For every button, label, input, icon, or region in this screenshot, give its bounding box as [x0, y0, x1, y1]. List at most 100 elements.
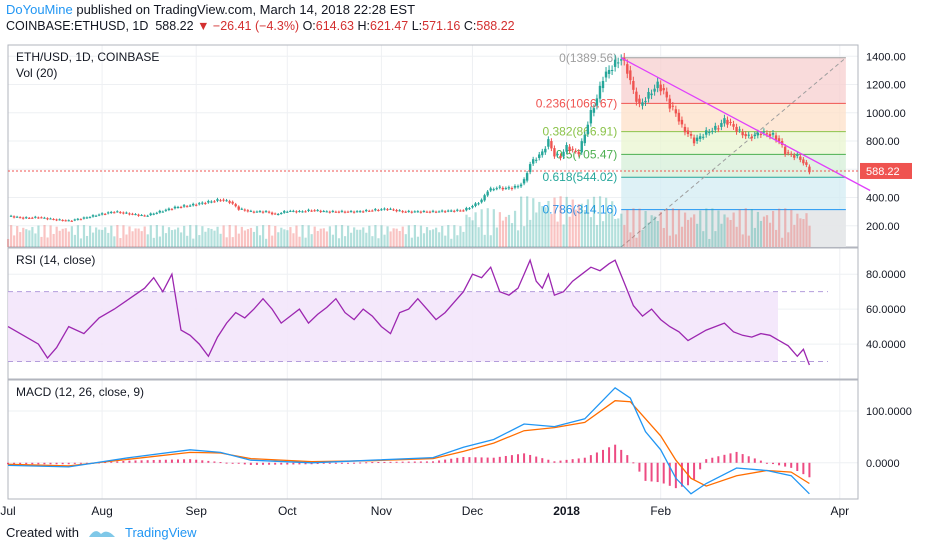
- macd-histogram-bar: [67, 462, 70, 465]
- open-label: O:: [302, 19, 316, 33]
- high-label: H:: [357, 19, 371, 33]
- volume-bar: [158, 236, 161, 247]
- volume-bar: [280, 227, 283, 247]
- macd-histogram-bar: [656, 462, 659, 483]
- candle-body: [489, 188, 492, 191]
- volume-bar: [510, 223, 514, 247]
- volume-bar: [428, 230, 432, 247]
- candle-body: [610, 69, 614, 71]
- volume-bar: [343, 236, 347, 247]
- candle-body: [799, 156, 802, 160]
- macd-histogram-bar: [729, 453, 732, 463]
- volume-bar: [328, 226, 331, 247]
- fib-zone: [621, 209, 846, 247]
- volume-bar: [31, 226, 34, 247]
- volume-bar: [562, 224, 565, 247]
- x-tick-label: Jul: [0, 504, 15, 518]
- candle-body: [292, 210, 295, 212]
- macd-histogram-bar: [110, 461, 113, 463]
- y-tick-label: 400.00: [866, 193, 900, 205]
- candle-body: [67, 220, 70, 222]
- volume-bar: [532, 198, 535, 247]
- candle-body: [380, 209, 383, 211]
- volume-bar: [177, 227, 180, 247]
- volume-bar: [517, 230, 520, 247]
- volume-bar: [13, 235, 16, 247]
- macd-histogram-bar: [262, 462, 264, 465]
- candle-body: [535, 159, 538, 161]
- candle-body: [723, 118, 726, 124]
- macd-histogram-bar: [298, 462, 301, 465]
- candle-body: [756, 132, 760, 136]
- volume-bar: [404, 234, 407, 247]
- volume-bar: [474, 212, 477, 247]
- author-link[interactable]: DoYouMine: [6, 2, 73, 17]
- volume-bar: [189, 225, 192, 247]
- candle-body: [607, 69, 611, 74]
- candle-body: [717, 128, 720, 130]
- candle-body: [513, 185, 517, 188]
- candle-body: [374, 209, 377, 211]
- macd-histogram-bar: [213, 461, 216, 463]
- candle-body: [340, 210, 344, 212]
- volume-bar: [498, 212, 501, 247]
- macd-histogram-bar: [444, 459, 447, 463]
- candle-body: [255, 211, 259, 213]
- volume-bar: [438, 232, 441, 247]
- candle-body: [510, 188, 514, 190]
- volume-bar: [729, 219, 732, 247]
- candle-body: [179, 207, 183, 209]
- candle-body: [786, 152, 790, 154]
- macd-histogram-bar: [389, 461, 392, 463]
- fib-zone: [621, 154, 846, 178]
- candle-body: [765, 133, 769, 135]
- volume-bar: [350, 232, 353, 247]
- candle-body: [620, 59, 623, 61]
- macd-histogram-bar: [705, 459, 708, 463]
- candle-body: [234, 204, 237, 207]
- candle-body: [680, 119, 684, 125]
- volume-bar: [107, 232, 110, 247]
- candle-body: [562, 151, 565, 157]
- volume-bar: [614, 218, 617, 247]
- volume-bar: [523, 226, 526, 247]
- macd-histogram-bar: [170, 459, 173, 463]
- volume-bar: [486, 208, 489, 247]
- candle-body: [173, 206, 177, 209]
- candle-body: [116, 211, 119, 213]
- macd-histogram-bar: [359, 462, 362, 464]
- volume-bar: [796, 213, 799, 247]
- volume-bar: [553, 197, 556, 247]
- candle-body: [386, 209, 389, 211]
- macd-histogram-bar: [128, 460, 131, 463]
- candle-body: [243, 209, 246, 211]
- candle-body: [155, 212, 158, 214]
- macd-histogram-bar: [31, 462, 34, 465]
- candle-body: [140, 215, 143, 217]
- volume-bar: [495, 227, 498, 247]
- rsi-line: [7, 258, 811, 366]
- candle-body: [565, 145, 568, 152]
- volume-bar: [501, 220, 505, 247]
- candle-body: [774, 135, 778, 140]
- volume-bar: [683, 212, 687, 247]
- volume-bar: [668, 235, 671, 247]
- candle-body: [161, 211, 165, 213]
- tradingview-link[interactable]: TradingView: [124, 525, 197, 540]
- macd-histogram-bar: [383, 461, 386, 463]
- candle-body: [328, 211, 331, 213]
- macd-histogram-bar: [201, 460, 204, 463]
- candle-body: [729, 121, 732, 123]
- candle-body: [571, 148, 574, 150]
- low-label: L:: [411, 19, 423, 33]
- candle-body: [349, 211, 353, 213]
- volume-bar: [592, 196, 596, 247]
- volume-bar: [334, 225, 338, 247]
- chart-canvas[interactable]: 1400.001200.001000.00800.00600.00400.002…: [0, 37, 932, 521]
- macd-histogram-bar: [177, 459, 179, 463]
- candle-body: [425, 211, 429, 213]
- macd-histogram-bar: [577, 458, 580, 463]
- volume-bar: [155, 225, 158, 247]
- candle-body: [85, 217, 89, 219]
- candle-body: [750, 136, 753, 139]
